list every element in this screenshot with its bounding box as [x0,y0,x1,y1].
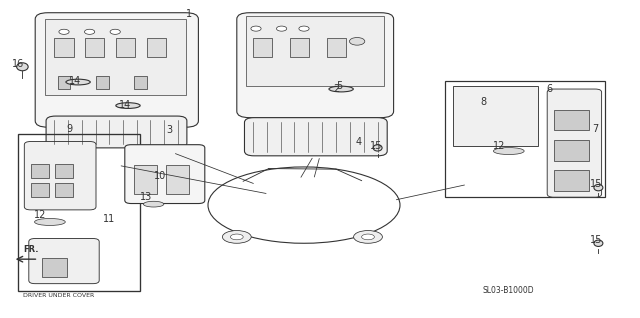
Circle shape [251,26,261,31]
FancyBboxPatch shape [24,142,96,210]
Bar [96,76,109,89]
Bar [31,164,49,178]
Text: 8: 8 [480,97,486,107]
Text: 5: 5 [336,81,342,91]
Text: 4: 4 [355,136,362,147]
Text: 9: 9 [66,124,72,134]
Bar [445,81,605,197]
Text: DRIVER UNDER COVER: DRIVER UNDER COVER [23,293,95,298]
Circle shape [349,38,365,45]
Circle shape [59,29,69,34]
Bar [554,140,589,161]
Bar [54,38,74,57]
Text: 13: 13 [140,192,152,202]
Bar [134,76,147,89]
Text: FR.: FR. [23,245,38,254]
FancyBboxPatch shape [35,13,198,127]
Bar [18,134,140,291]
Text: 3: 3 [166,125,173,135]
Text: 12: 12 [493,141,506,151]
FancyBboxPatch shape [125,145,205,204]
Bar [166,165,189,194]
Bar [116,38,135,57]
Bar [246,16,384,86]
Ellipse shape [493,148,524,155]
Ellipse shape [66,79,90,85]
Bar [55,164,73,178]
Bar [327,38,346,57]
Bar [58,76,70,89]
Circle shape [276,26,287,31]
Bar [253,38,272,57]
Text: 2: 2 [333,84,339,94]
Text: 7: 7 [592,124,598,134]
Ellipse shape [17,63,28,71]
Text: 12: 12 [33,210,46,220]
Ellipse shape [329,86,353,92]
Text: 6: 6 [546,84,552,94]
Text: 10: 10 [154,171,166,182]
Ellipse shape [35,218,65,225]
Bar [554,170,589,191]
FancyBboxPatch shape [547,89,602,197]
Bar [554,110,589,130]
Ellipse shape [116,103,140,108]
Bar [45,19,186,95]
Bar [85,38,104,57]
Ellipse shape [354,231,383,243]
FancyBboxPatch shape [237,13,394,118]
Ellipse shape [143,201,164,207]
Bar [290,38,309,57]
FancyBboxPatch shape [244,118,387,156]
Bar [453,86,538,146]
Circle shape [84,29,95,34]
Bar [55,183,73,197]
Ellipse shape [373,145,382,151]
Ellipse shape [230,234,243,240]
Ellipse shape [594,184,603,191]
Bar [147,38,166,57]
Bar [42,258,67,277]
Bar [134,165,157,194]
Text: 14: 14 [119,100,132,110]
Text: 14: 14 [69,76,82,86]
Circle shape [110,29,120,34]
Text: 15: 15 [590,235,603,245]
FancyBboxPatch shape [46,116,187,148]
Ellipse shape [362,234,374,240]
FancyBboxPatch shape [29,238,99,284]
Text: 15: 15 [370,141,383,151]
Text: 1: 1 [186,9,192,19]
Text: 11: 11 [102,214,115,225]
Text: 16: 16 [12,59,24,69]
Circle shape [299,26,309,31]
Bar [31,183,49,197]
Ellipse shape [594,240,603,246]
Ellipse shape [223,231,252,243]
Text: SL03-B1000D: SL03-B1000D [483,287,534,295]
Text: 15: 15 [590,179,603,190]
